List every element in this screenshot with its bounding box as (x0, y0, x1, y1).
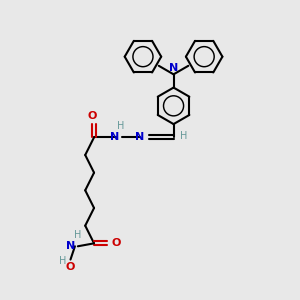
Text: N: N (66, 241, 75, 251)
Text: H: H (180, 131, 188, 141)
Text: H: H (117, 122, 124, 131)
Text: O: O (112, 238, 121, 248)
Text: O: O (88, 111, 97, 121)
Text: N: N (135, 132, 144, 142)
Text: N: N (169, 63, 178, 73)
Text: N: N (110, 132, 119, 142)
Text: H: H (59, 256, 67, 266)
Text: H: H (74, 230, 82, 240)
Text: O: O (66, 262, 75, 272)
